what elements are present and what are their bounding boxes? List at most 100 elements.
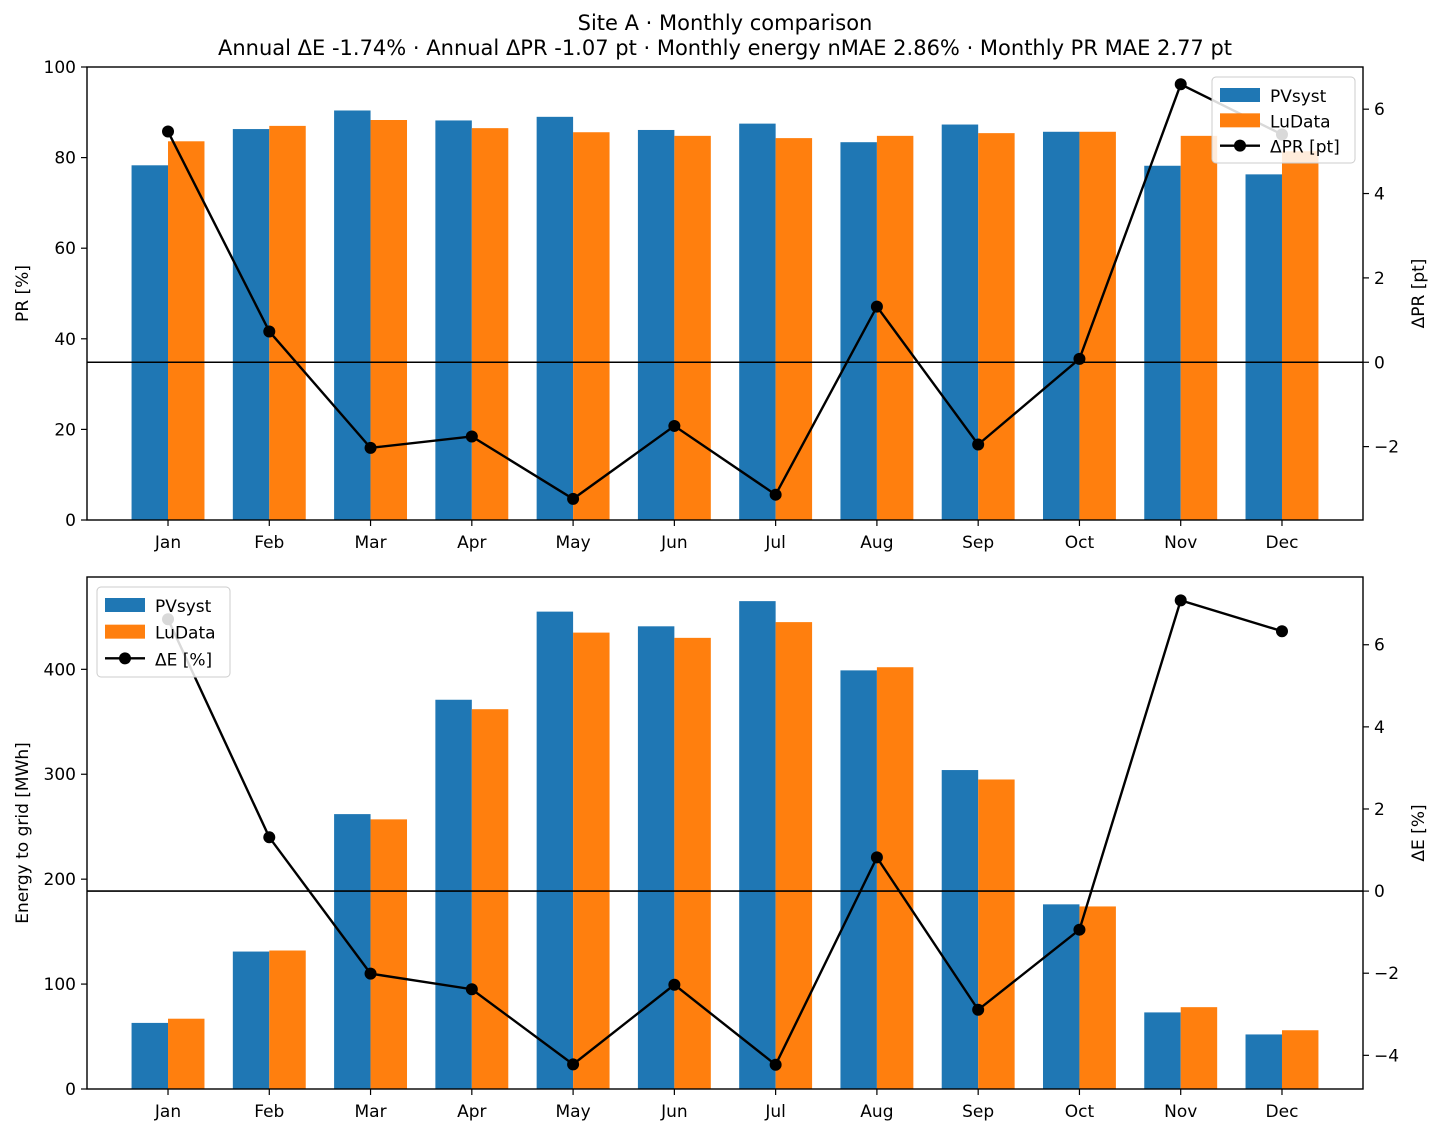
bar-ludata-aug: [876, 667, 914, 1089]
x-tick-label: Aug: [860, 533, 893, 553]
bar-pvsyst-jan: [131, 1022, 169, 1089]
x-tick-label: May: [556, 1102, 591, 1122]
y-right-tick-label: 0: [1374, 353, 1385, 373]
legend-label: LuData: [1270, 112, 1331, 132]
delta-point-may: [567, 492, 580, 505]
x-tick-label: Sep: [962, 1102, 994, 1122]
delta-point-jul: [769, 1058, 782, 1071]
bar-ludata-aug: [876, 135, 914, 520]
y-right-tick-label: 6: [1374, 100, 1385, 120]
plot-frame: [86, 576, 1364, 1090]
x-tick-label: Mar: [355, 533, 387, 553]
plot-frame: [86, 66, 1364, 521]
delta-point-oct: [1073, 352, 1086, 365]
bar-pvsyst-feb: [232, 129, 270, 520]
y-tick-label: 20: [54, 420, 76, 440]
bar-pvsyst-jan: [131, 165, 169, 520]
bar-ludata-feb: [269, 950, 306, 1089]
y-tick-label: 100: [44, 975, 76, 995]
delta-point-oct: [1073, 923, 1086, 936]
delta-point-mar: [364, 441, 377, 454]
y-axis-label: PR [%]: [13, 265, 33, 322]
y-tick-label: 300: [44, 765, 76, 785]
x-tick-label: Nov: [1164, 533, 1197, 553]
bar-pvsyst-mar: [334, 110, 371, 520]
delta-point-aug: [870, 851, 883, 864]
bar-pvsyst-oct: [1042, 131, 1080, 521]
legend-swatch-pvsyst: [105, 598, 145, 612]
bar-ludata-apr: [471, 709, 509, 1089]
bar-ludata-sep: [978, 779, 1015, 1089]
bar-pvsyst-may: [536, 116, 574, 520]
delta-point-aug: [870, 300, 883, 313]
bar-ludata-oct: [1079, 131, 1116, 521]
y-right-tick-label: −4: [1374, 1046, 1399, 1066]
x-tick-label: Oct: [1065, 533, 1095, 553]
delta-point-feb: [263, 325, 276, 338]
delta-point-sep: [972, 1003, 985, 1016]
bar-ludata-mar: [370, 819, 408, 1089]
bar-ludata-jun: [674, 637, 711, 1089]
bar-ludata-jul: [775, 138, 813, 520]
y-tick-label: 0: [65, 511, 76, 531]
bar-pvsyst-jun: [637, 626, 675, 1089]
delta-point-mar: [364, 967, 377, 980]
bar-ludata-may: [573, 132, 610, 520]
y-tick-label: 400: [44, 660, 76, 680]
bar-pvsyst-aug: [840, 670, 877, 1089]
legend-label: LuData: [155, 624, 216, 644]
y-right-tick-label: 2: [1374, 269, 1385, 289]
x-tick-label: Feb: [254, 1102, 284, 1122]
legend-swatch-ludata: [105, 624, 145, 639]
y-right-tick-label: 0: [1374, 882, 1385, 902]
delta-point-dec: [1275, 625, 1288, 638]
y-right-tick-label: 2: [1374, 800, 1385, 820]
bar-ludata-nov: [1180, 135, 1218, 520]
x-tick-label: Mar: [355, 1102, 387, 1122]
figure-title: Site A · Monthly comparison: [578, 11, 873, 35]
x-tick-label: Sep: [962, 533, 994, 553]
x-tick-label: Dec: [1266, 1102, 1299, 1122]
y-right-axis-label: ΔE [%]: [1409, 804, 1429, 861]
y-right-tick-label: −2: [1374, 438, 1399, 458]
y-right-tick-label: 6: [1374, 636, 1385, 656]
x-tick-label: May: [556, 533, 591, 553]
x-tick-label: Feb: [254, 533, 284, 553]
x-tick-label: Jul: [764, 1102, 786, 1122]
legend-swatch-delta-marker: [119, 652, 131, 665]
legend-label: ΔPR [pt]: [1270, 138, 1340, 158]
bar-ludata-sep: [978, 133, 1015, 520]
x-tick-label: Apr: [457, 1102, 486, 1122]
y-tick-label: 100: [44, 58, 76, 78]
legend-swatch-pvsyst: [1220, 88, 1260, 102]
y-right-tick-label: −2: [1374, 964, 1399, 984]
bar-ludata-nov: [1180, 1007, 1218, 1089]
delta-point-apr: [465, 430, 478, 443]
legend-swatch-ludata: [1220, 113, 1260, 128]
y-right-axis-label: ΔPR [pt]: [1409, 259, 1429, 329]
bar-ludata-jan: [168, 141, 205, 521]
y-right-tick-label: 4: [1374, 185, 1385, 205]
delta-point-apr: [465, 983, 478, 996]
bar-pvsyst-jun: [637, 129, 675, 521]
y-tick-label: 60: [54, 239, 76, 259]
legend: PVsyst LuData ΔE [%]: [96, 586, 231, 678]
energy-chart: 0 100 200 300 400 −4 −2 0 2 4 6 Jan Feb Mar Apr May Jun J…: [13, 576, 1429, 1122]
bar-ludata-apr: [471, 128, 509, 520]
bar-pvsyst-feb: [232, 951, 270, 1089]
bar-pvsyst-dec: [1245, 1034, 1282, 1089]
legend-label: PVsyst: [155, 597, 212, 617]
bar-pvsyst-may: [536, 611, 574, 1089]
x-tick-label: Aug: [860, 1102, 893, 1122]
bar-pvsyst-mar: [334, 814, 371, 1089]
bar-pvsyst-apr: [435, 120, 472, 520]
x-tick-label: Jul: [764, 533, 786, 553]
bar-pvsyst-dec: [1245, 174, 1282, 520]
legend: PVsyst LuData ΔPR [pt]: [1211, 76, 1356, 164]
delta-point-nov: [1174, 594, 1187, 607]
pr-chart: 0 20 40 60 80 100 −2 0 2 4 6 Jan Feb Mar Apr May Jun Jul A…: [13, 58, 1429, 553]
figure-subtitle: Annual ΔE -1.74% · Annual ΔPR -1.07 pt ·…: [218, 36, 1232, 60]
bar-ludata-jan: [168, 1018, 205, 1089]
delta-point-jun: [668, 419, 681, 432]
